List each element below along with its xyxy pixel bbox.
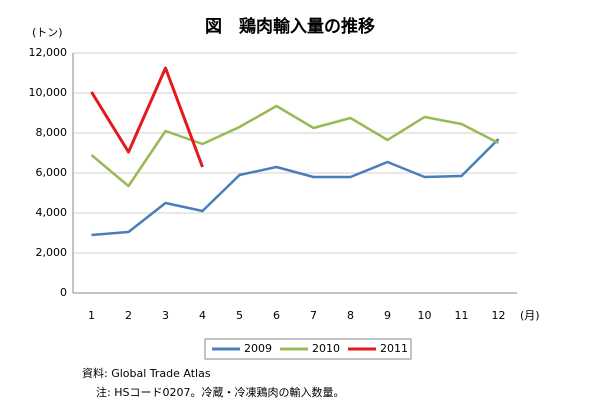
x-tick-label: 12 bbox=[492, 309, 506, 322]
y-axis-label: (トン) bbox=[32, 26, 63, 39]
chart-title: 図 鶏肉輸入量の推移 bbox=[205, 16, 375, 37]
x-tick-label: 11 bbox=[455, 309, 469, 322]
y-tick-label: 4,000 bbox=[36, 206, 68, 219]
x-tick-label: 4 bbox=[199, 309, 206, 322]
x-tick-label: 5 bbox=[236, 309, 243, 322]
line-series bbox=[91, 138, 500, 237]
legend-box bbox=[204, 338, 412, 360]
note: 注: HSコード0207。冷蔵・冷凍鶏肉の輸入数量。 bbox=[96, 385, 344, 399]
line-series bbox=[90, 66, 204, 168]
x-tick-label: 7 bbox=[310, 309, 317, 322]
y-tick-label: 6,000 bbox=[36, 166, 68, 179]
legend-label: 2011 bbox=[380, 342, 408, 355]
x-tick-label: 8 bbox=[347, 309, 354, 322]
legend-label: 2009 bbox=[244, 342, 272, 355]
x-axis-label: (月) bbox=[520, 309, 540, 322]
x-tick-label: 2 bbox=[125, 309, 132, 322]
x-tick-label: 6 bbox=[273, 309, 280, 322]
x-tick-label: 10 bbox=[418, 309, 432, 322]
x-tick-label: 1 bbox=[88, 309, 95, 322]
y-tick-label: 8,000 bbox=[36, 126, 68, 139]
y-tick-label: 2,000 bbox=[36, 246, 68, 259]
note: 資料: Global Trade Atlas bbox=[82, 366, 211, 380]
y-tick-label: 0 bbox=[60, 286, 67, 299]
y-tick-label: 10,000 bbox=[29, 86, 68, 99]
legend-label: 2010 bbox=[312, 342, 340, 355]
x-tick-label: 3 bbox=[162, 309, 169, 322]
line-series bbox=[90, 104, 500, 188]
y-tick-label: 12,000 bbox=[29, 46, 68, 59]
x-tick-label: 9 bbox=[384, 309, 391, 322]
